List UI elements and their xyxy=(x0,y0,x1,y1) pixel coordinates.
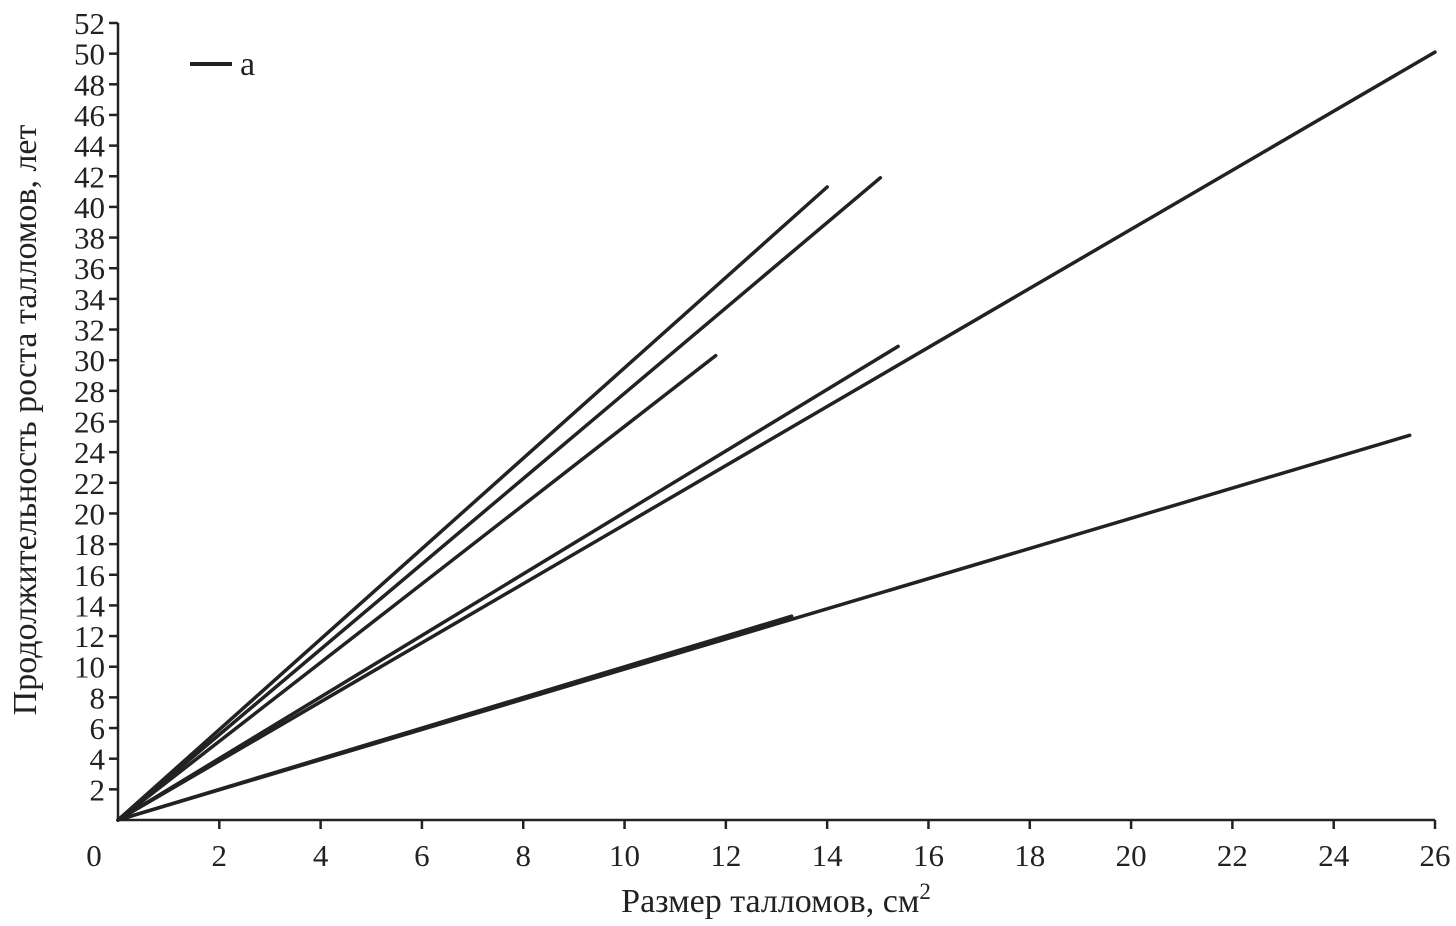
x-tick-label: 16 xyxy=(913,838,944,873)
y-tick-label: 40 xyxy=(74,190,105,225)
x-tick-label: 0 xyxy=(86,838,102,873)
x-axis-title: Размер талломов, см2 xyxy=(621,879,931,920)
x-tick-label: 24 xyxy=(1318,838,1350,873)
chart-legend: a xyxy=(190,46,255,83)
y-tick-label: 6 xyxy=(90,711,106,746)
x-tick-label: 18 xyxy=(1014,838,1045,873)
x-tick-label: 20 xyxy=(1116,838,1147,873)
x-tick-label: 12 xyxy=(710,838,741,873)
x-tick-label: 10 xyxy=(609,838,640,873)
chart-series-lines xyxy=(116,50,1437,822)
y-tick-label: 12 xyxy=(74,619,105,654)
y-tick-label: 50 xyxy=(74,37,105,72)
x-tick-label: 2 xyxy=(212,838,228,873)
y-tick-label: 16 xyxy=(74,558,105,593)
y-tick-label: 36 xyxy=(74,251,105,286)
x-tick-label: 26 xyxy=(1420,838,1451,873)
x-tick-label: 22 xyxy=(1217,838,1248,873)
y-tick-label: 32 xyxy=(74,313,105,348)
y-tick-label: 4 xyxy=(90,742,106,777)
series-line-1 xyxy=(116,185,829,822)
y-tick-label: 2 xyxy=(90,772,106,807)
x-tick-label: 8 xyxy=(515,838,531,873)
series-line-3 xyxy=(116,353,718,822)
x-tick-label: 4 xyxy=(313,838,329,873)
y-tick-label: 14 xyxy=(74,588,106,623)
y-tick-label: 42 xyxy=(74,159,105,194)
y-tick-label: 24 xyxy=(74,435,106,470)
y-tick-label: 48 xyxy=(74,67,105,102)
y-tick-label: 22 xyxy=(74,466,105,501)
y-tick-label: 8 xyxy=(90,680,106,715)
y-tick-label: 38 xyxy=(74,221,105,256)
x-axis-title-superscript: 2 xyxy=(919,879,931,904)
y-tick-label: 10 xyxy=(74,650,105,685)
series-line-5 xyxy=(116,50,1437,822)
y-tick-label: 18 xyxy=(74,527,105,562)
y-tick-label: 28 xyxy=(74,374,105,409)
y-tick-label: 20 xyxy=(74,496,105,531)
y-tick-label: 44 xyxy=(74,129,106,164)
y-axis-title: Продолжительность роста талломов, лет xyxy=(7,124,44,715)
y-tick-label: 46 xyxy=(74,98,105,133)
series-line-7 xyxy=(116,433,1412,822)
y-tick-label: 26 xyxy=(74,405,105,440)
chart-ticks: 0 2 4 6 8 10 12 14 16 18 20 22 24 2624681012141618202… xyxy=(74,6,1451,873)
x-tick-label: 14 xyxy=(812,838,844,873)
series-line-2 xyxy=(116,176,883,822)
y-tick-label: 52 xyxy=(74,6,105,41)
y-tick-label: 30 xyxy=(74,343,105,378)
x-tick-label: 6 xyxy=(414,838,430,873)
series-line-4 xyxy=(116,344,900,822)
y-tick-label: 34 xyxy=(74,282,106,317)
legend-label: a xyxy=(240,46,255,83)
